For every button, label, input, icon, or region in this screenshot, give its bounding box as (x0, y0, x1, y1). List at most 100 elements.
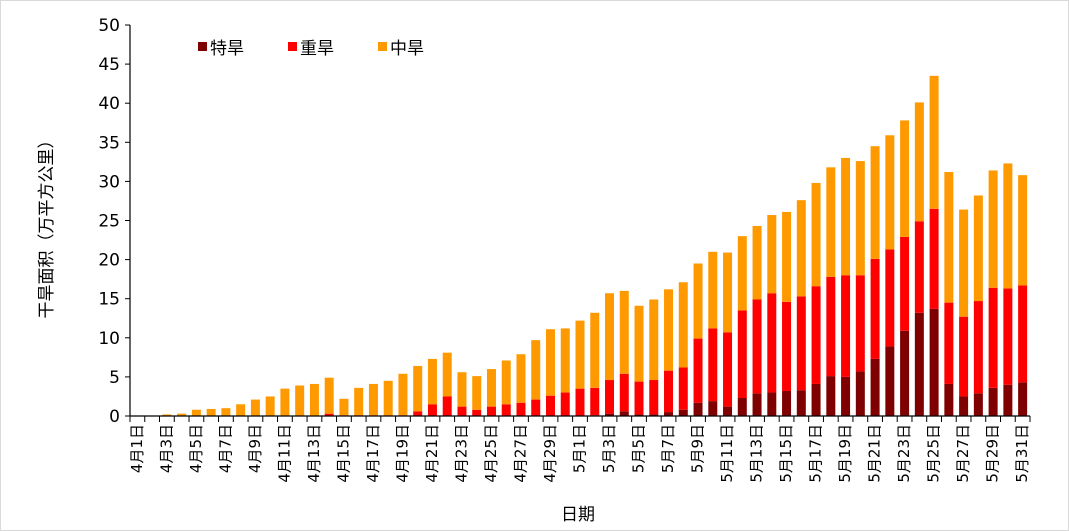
bar-3-17 (368, 383, 378, 416)
y-tick-label: 30 (98, 172, 120, 192)
x-tick-label: 4月25日 (482, 424, 500, 483)
bar-3-28 (531, 340, 541, 400)
x-tick-label: 5月13日 (748, 424, 766, 483)
bar-1-46 (796, 390, 806, 416)
y-tick-label: 25 (98, 212, 120, 232)
x-tick-label: 4月15日 (334, 424, 352, 483)
y-tick-label: 5 (109, 368, 120, 388)
bar-1-48 (826, 376, 836, 416)
bar-1-60 (1003, 384, 1013, 416)
legend-label: 中旱 (390, 39, 424, 59)
axes-layer: 4月1日 4月3日 4月5日 4月7日 4月9日 4月11日 4月13日 4月15日 4月17日… (98, 16, 1031, 483)
x-tick-label: 5月5日 (630, 424, 648, 473)
bar-2-34 (619, 373, 629, 412)
bar-3-12 (295, 385, 305, 416)
bar-3-38 (678, 282, 688, 368)
bar-1-39 (693, 402, 703, 416)
bar-1-40 (708, 401, 718, 416)
bar-2-53 (900, 236, 910, 331)
bar-3-55 (929, 75, 939, 209)
bar-2-47 (811, 286, 821, 384)
bar-2-54 (914, 221, 924, 313)
bar-3-36 (649, 299, 659, 381)
bar-2-55 (929, 208, 939, 309)
x-tick-label: 5月31日 (1013, 424, 1031, 483)
bar-3-25 (486, 369, 496, 407)
bars-layer (162, 75, 1028, 416)
bar-2-35 (634, 381, 644, 415)
x-tick-label: 5月21日 (866, 424, 884, 483)
x-tick-label: 4月5日 (187, 424, 205, 473)
bar-2-50 (855, 275, 865, 372)
bar-2-21 (427, 404, 437, 416)
bar-3-22 (442, 352, 452, 397)
bar-1-45 (782, 390, 792, 416)
x-tick-label: 4月7日 (216, 424, 234, 473)
x-tick-label: 5月3日 (600, 424, 618, 473)
x-tick-label: 4月1日 (128, 424, 146, 473)
bar-1-42 (737, 398, 747, 416)
bar-2-24 (472, 409, 482, 416)
bar-1-43 (752, 393, 762, 416)
x-tick-label: 5月25日 (925, 424, 943, 483)
bar-1-44 (767, 392, 777, 416)
bar-2-32 (590, 387, 600, 416)
bar-3-24 (472, 376, 482, 410)
bar-2-22 (442, 396, 452, 416)
x-tick-label: 5月11日 (718, 424, 736, 483)
x-tick-label: 5月9日 (689, 424, 707, 473)
y-tick-label: 15 (98, 290, 120, 310)
bar-2-28 (531, 399, 541, 416)
bar-3-60 (1003, 163, 1013, 289)
x-tick-label: 5月7日 (659, 424, 677, 473)
bar-2-37 (664, 370, 674, 413)
bar-2-40 (708, 328, 718, 402)
bar-3-20 (413, 365, 423, 412)
bar-3-33 (605, 293, 615, 381)
bar-3-4 (177, 413, 187, 416)
y-tick-label: 0 (109, 407, 120, 427)
bar-3-5 (191, 409, 201, 416)
bar-3-37 (664, 289, 674, 371)
bar-3-40 (708, 251, 718, 329)
bar-3-53 (900, 120, 910, 237)
x-tick-label: 4月29日 (541, 424, 559, 483)
bar-3-19 (398, 373, 408, 416)
legend-label: 重旱 (300, 39, 334, 59)
bar-1-56 (944, 383, 954, 416)
bar-1-36 (649, 414, 659, 416)
bar-1-35 (634, 414, 644, 416)
bar-3-52 (885, 135, 895, 250)
bar-1-53 (900, 330, 910, 416)
legend-swatch (198, 42, 207, 51)
y-tick-label: 35 (98, 133, 120, 153)
bar-2-56 (944, 302, 954, 384)
bar-3-54 (914, 102, 924, 222)
bar-3-59 (988, 170, 998, 288)
bar-3-61 (1018, 175, 1028, 286)
x-tick-label: 5月19日 (836, 424, 854, 483)
bar-1-57 (959, 396, 969, 416)
bar-3-23 (457, 372, 467, 407)
legend-swatch (378, 42, 387, 51)
bar-3-27 (516, 354, 526, 403)
x-tick-label: 5月15日 (777, 424, 795, 483)
bar-3-10 (265, 396, 275, 416)
bar-3-21 (427, 358, 437, 405)
bar-2-36 (649, 380, 659, 415)
bar-1-58 (973, 393, 983, 416)
bar-3-14 (324, 377, 334, 414)
bar-3-44 (767, 215, 777, 294)
bar-2-31 (575, 388, 585, 416)
bar-2-51 (870, 258, 880, 359)
y-tick-label: 20 (98, 251, 120, 271)
bar-3-47 (811, 182, 821, 287)
y-axis-label: 干旱面积（万平方公里） (37, 132, 57, 319)
bar-3-35 (634, 305, 644, 382)
bar-3-58 (973, 195, 983, 302)
bar-1-47 (811, 383, 821, 416)
x-tick-label: 5月23日 (895, 424, 913, 483)
bar-2-61 (1018, 285, 1028, 383)
bar-3-3 (162, 414, 172, 416)
